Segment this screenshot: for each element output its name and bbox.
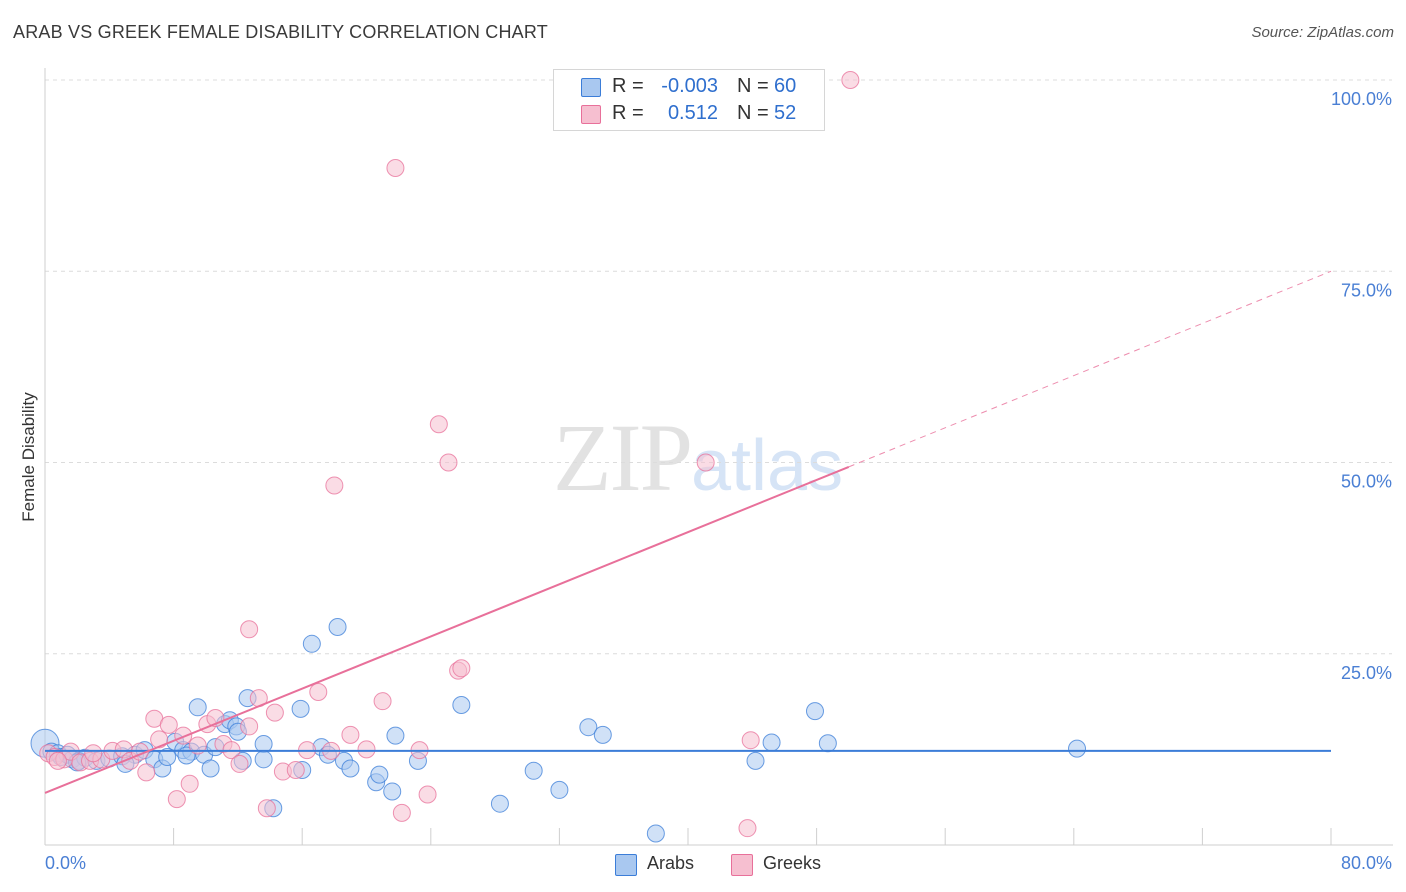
r-label: R = — [612, 102, 644, 124]
arabs-point — [805, 702, 824, 721]
arabs-point — [188, 698, 207, 717]
arabs-point — [1068, 739, 1087, 758]
arabs-point — [370, 765, 389, 784]
greeks-point — [373, 692, 392, 711]
arabs-swatch — [581, 78, 601, 97]
arabs-point — [341, 759, 360, 778]
arabs-point — [746, 751, 765, 770]
stats-row-greeks: R = 0.512 N = 52 — [554, 101, 824, 127]
r-value: -0.003 — [661, 75, 718, 97]
arabs-point — [524, 761, 543, 780]
greeks-trendline-extension — [848, 270, 1332, 468]
watermark-zip: ZIP — [553, 404, 693, 511]
greeks-point — [188, 736, 207, 755]
greeks-point — [137, 763, 156, 782]
n-label: N = — [737, 102, 769, 124]
y-tick-label: 100.0% — [1331, 89, 1392, 109]
arabs-point — [762, 733, 781, 752]
legend-label: Arabs — [647, 853, 695, 873]
y-tick-label: 75.0% — [1341, 280, 1392, 300]
greeks-point — [418, 785, 437, 804]
arabs-point — [490, 794, 509, 813]
arabs-point — [452, 696, 471, 715]
arabs-legend-swatch — [615, 854, 637, 876]
x-tick-label: 80.0% — [1341, 853, 1392, 873]
greeks-legend-swatch — [731, 854, 753, 876]
greeks-point — [429, 415, 448, 434]
arabs-point — [158, 748, 177, 767]
r-value: 0.512 — [667, 102, 718, 124]
greeks-point — [392, 803, 411, 822]
greeks-trendline — [44, 465, 850, 794]
greeks-point — [286, 761, 305, 780]
arabs-point — [550, 780, 569, 799]
arabs-point — [593, 725, 612, 744]
watermark: ZIPatlas — [553, 402, 843, 513]
arabs-point — [579, 718, 598, 737]
stats-row-arabs: R = -0.003 N = 60 — [554, 74, 824, 100]
greeks-point — [240, 717, 259, 736]
n-value: 52 — [774, 102, 797, 124]
greeks-point — [741, 731, 760, 750]
arabs-point — [383, 782, 402, 801]
greeks-point — [738, 819, 757, 838]
arabs-point — [201, 759, 220, 778]
greeks-point — [257, 799, 276, 818]
chart-title: ARAB VS GREEK FEMALE DISABILITY CORRELAT… — [13, 22, 548, 42]
greeks-point — [696, 453, 715, 472]
arabs-point — [386, 726, 405, 745]
y-tick-label: 50.0% — [1341, 472, 1392, 492]
greeks-point — [325, 476, 344, 495]
watermark-atlas: atlas — [691, 426, 844, 506]
n-value: 60 — [774, 75, 797, 97]
x-tick-label: 0.0% — [45, 853, 86, 873]
arabs-point — [818, 734, 837, 753]
greeks-point — [230, 754, 249, 773]
greeks-point — [150, 730, 169, 749]
y-tick-label: 25.0% — [1341, 663, 1392, 683]
greeks-point — [240, 620, 259, 639]
greeks-swatch — [581, 105, 601, 124]
greeks-point — [159, 715, 178, 734]
greeks-point — [265, 703, 284, 722]
stats-box: R = -0.003 N = 60 R = 0.512 N = 52 — [553, 69, 825, 131]
greeks-point — [167, 790, 186, 809]
greeks-point — [357, 740, 376, 759]
greeks-point — [452, 659, 471, 678]
r-label: R = — [612, 75, 644, 97]
n-label: N = — [737, 75, 769, 97]
greeks-point — [84, 744, 103, 763]
arabs-point — [646, 824, 665, 843]
arabs-point — [302, 634, 321, 653]
greeks-point — [180, 774, 199, 793]
arabs-point — [254, 750, 273, 769]
legend-label: Greeks — [763, 853, 822, 873]
greeks-point — [439, 453, 458, 472]
greeks-point — [841, 71, 860, 89]
greeks-point — [174, 726, 193, 745]
greeks-point — [341, 725, 360, 744]
greeks-point — [386, 158, 405, 177]
arabs-point — [291, 699, 310, 718]
greeks-point — [48, 751, 67, 770]
arabs-point — [328, 617, 347, 636]
source-label: Source: ZipAtlas.com — [1251, 24, 1394, 41]
greeks-point — [309, 683, 328, 701]
